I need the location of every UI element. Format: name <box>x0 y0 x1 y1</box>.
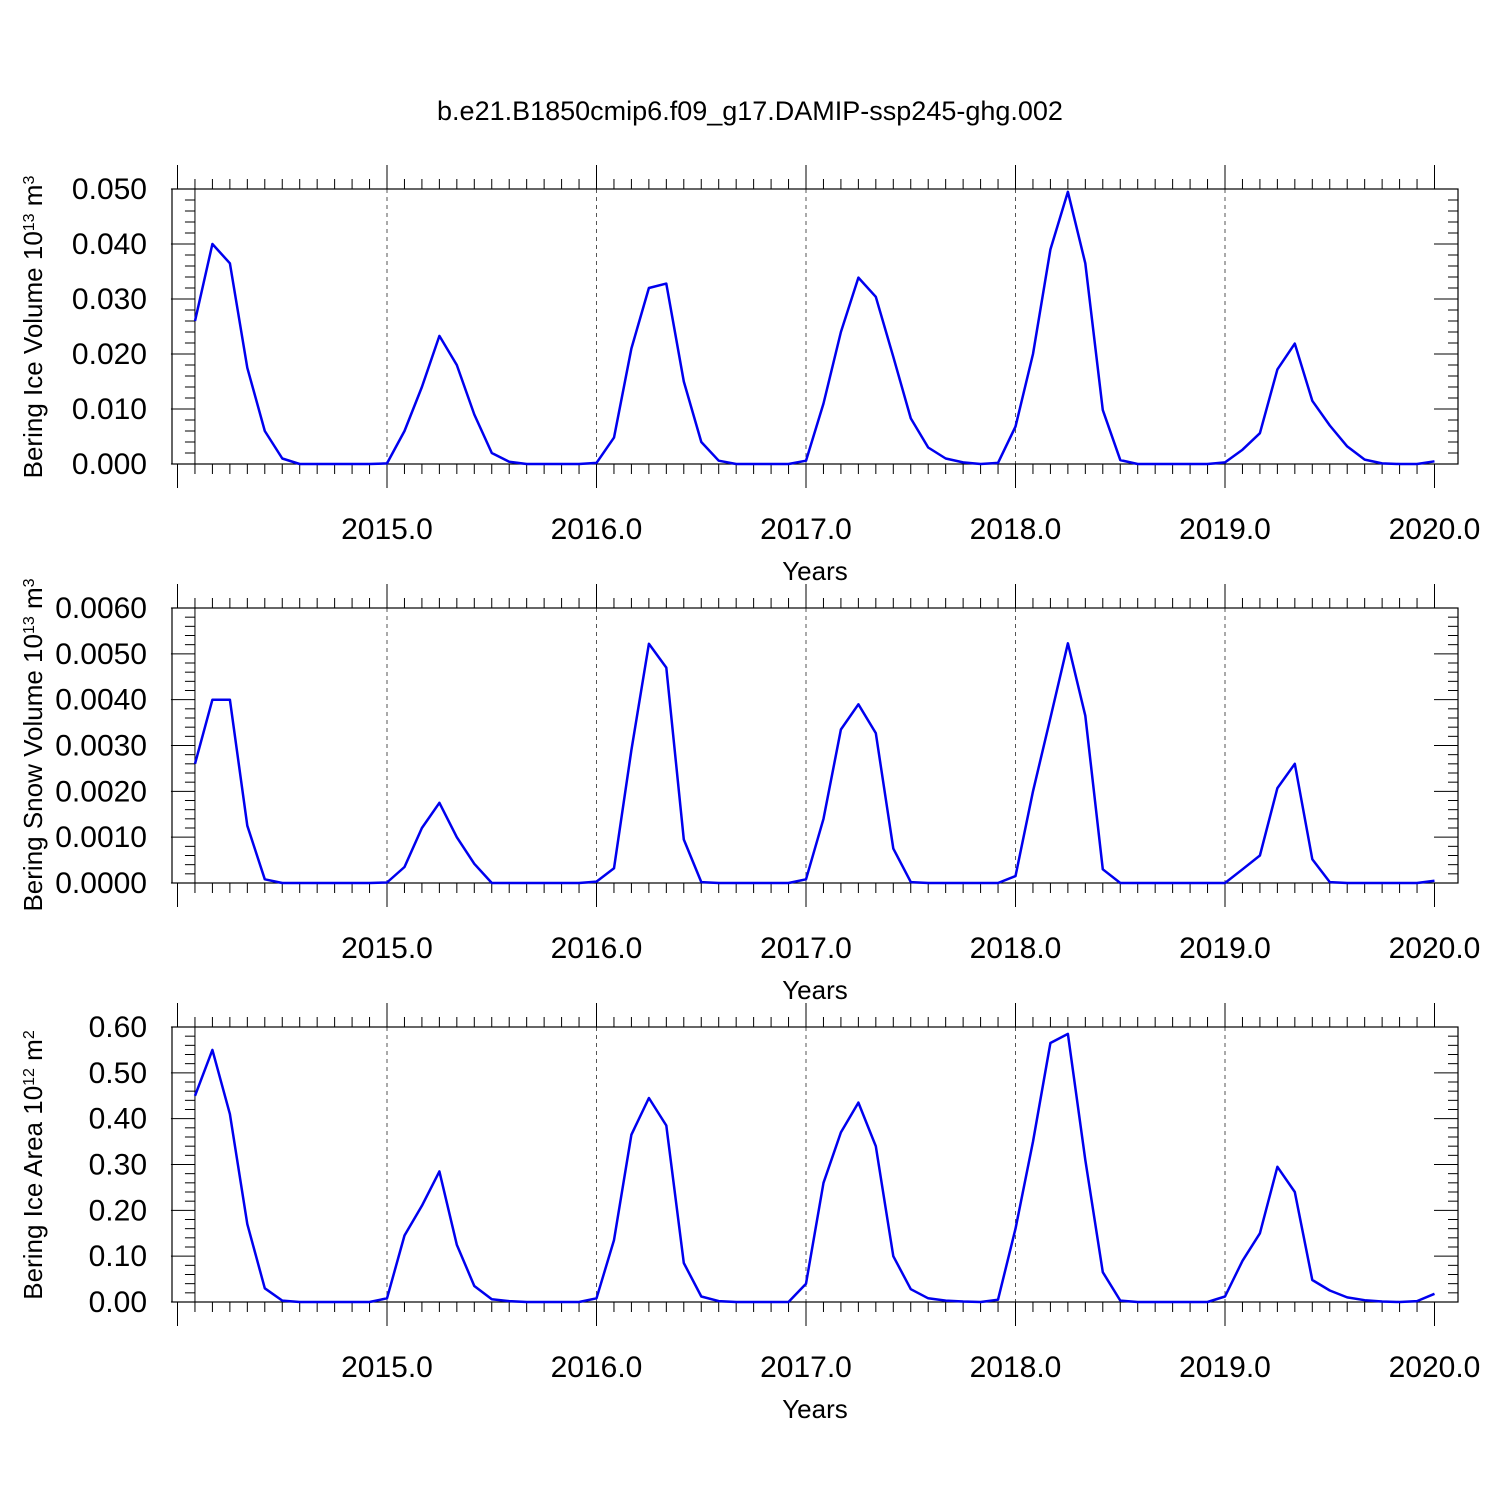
panel-1: 0.000 0.010 0.020 0.030 0.040 0.050 2015.0 2016… <box>18 165 1480 586</box>
y-tick-label: 0.0000 <box>55 867 147 900</box>
x-tick-label: 2017.0 <box>760 932 852 965</box>
y-tick-label: 0.010 <box>72 393 147 426</box>
x-tick-label: 2015.0 <box>341 1351 433 1384</box>
y-tick-label: 0.0060 <box>55 592 147 625</box>
series-line <box>193 642 1435 885</box>
figure-title: b.e21.B1850cmip6.f09_g17.DAMIP-ssp245-gh… <box>437 96 1063 126</box>
x-tick-label: 2016.0 <box>551 932 643 965</box>
x-tick-label: 2016.0 <box>551 513 643 546</box>
y-tick-label: 0.0050 <box>55 638 147 671</box>
y-tick-label: 0.020 <box>72 338 147 371</box>
x-tick-label: 2018.0 <box>970 932 1062 965</box>
x-tick-label: 2019.0 <box>1179 932 1271 965</box>
x-tick-label: 2020.0 <box>1389 513 1481 546</box>
y-tick-label: 0.0030 <box>55 730 147 763</box>
y-tick-label: 0.40 <box>89 1103 147 1136</box>
x-tick-label: 2018.0 <box>970 513 1062 546</box>
x-tick-label: 2020.0 <box>1389 932 1481 965</box>
x-tick-label: 2016.0 <box>551 1351 643 1384</box>
x-tick-label: 2019.0 <box>1179 1351 1271 1384</box>
y-tick-label: 0.20 <box>89 1194 147 1227</box>
series-line <box>193 190 1435 466</box>
y-tick-label: 0.030 <box>72 283 147 316</box>
y-tick-label: 0.050 <box>72 173 147 206</box>
y-tick-label: 0.040 <box>72 228 147 261</box>
plot-frame <box>171 1026 1459 1303</box>
y-tick-label: 0.0040 <box>55 684 147 717</box>
x-tick-label: 2018.0 <box>970 1351 1062 1384</box>
plot-frame <box>171 607 1459 884</box>
x-tick-label: 2015.0 <box>341 513 433 546</box>
y-axis-label: Bering Ice Area 1012 m2 <box>18 1030 48 1300</box>
panel-3: 0.00 0.10 0.20 0.30 0.40 0.50 0.60 2015.0 2016.0… <box>18 1003 1480 1424</box>
x-tick-label: 2017.0 <box>760 1351 852 1384</box>
y-axis-label: Bering Snow Volume 1013 m3 <box>18 578 48 911</box>
x-tick-label: 2020.0 <box>1389 1351 1481 1384</box>
x-axis-label: Years <box>782 975 848 1005</box>
x-tick-label: 2019.0 <box>1179 513 1271 546</box>
panel-2: 0.0000 0.0010 0.0020 0.0030 0.0040 0.0050 0.00… <box>18 578 1480 1005</box>
y-tick-label: 0.0020 <box>55 775 147 808</box>
y-tick-label: 0.000 <box>72 448 147 481</box>
plot-frame <box>171 188 1459 465</box>
y-tick-label: 0.0010 <box>55 821 147 854</box>
y-tick-label: 0.10 <box>89 1240 147 1273</box>
y-tick-label: 0.00 <box>89 1286 147 1319</box>
y-axis-label: Bering Ice Volume 1013 m3 <box>18 176 48 479</box>
y-tick-label: 0.60 <box>89 1011 147 1044</box>
x-axis-label: Years <box>782 1394 848 1424</box>
x-tick-label: 2017.0 <box>760 513 852 546</box>
y-tick-label: 0.30 <box>89 1149 147 1182</box>
x-tick-label: 2015.0 <box>341 932 433 965</box>
x-axis-label: Years <box>782 556 848 586</box>
y-tick-label: 0.50 <box>89 1057 147 1090</box>
series-line <box>193 1032 1435 1304</box>
